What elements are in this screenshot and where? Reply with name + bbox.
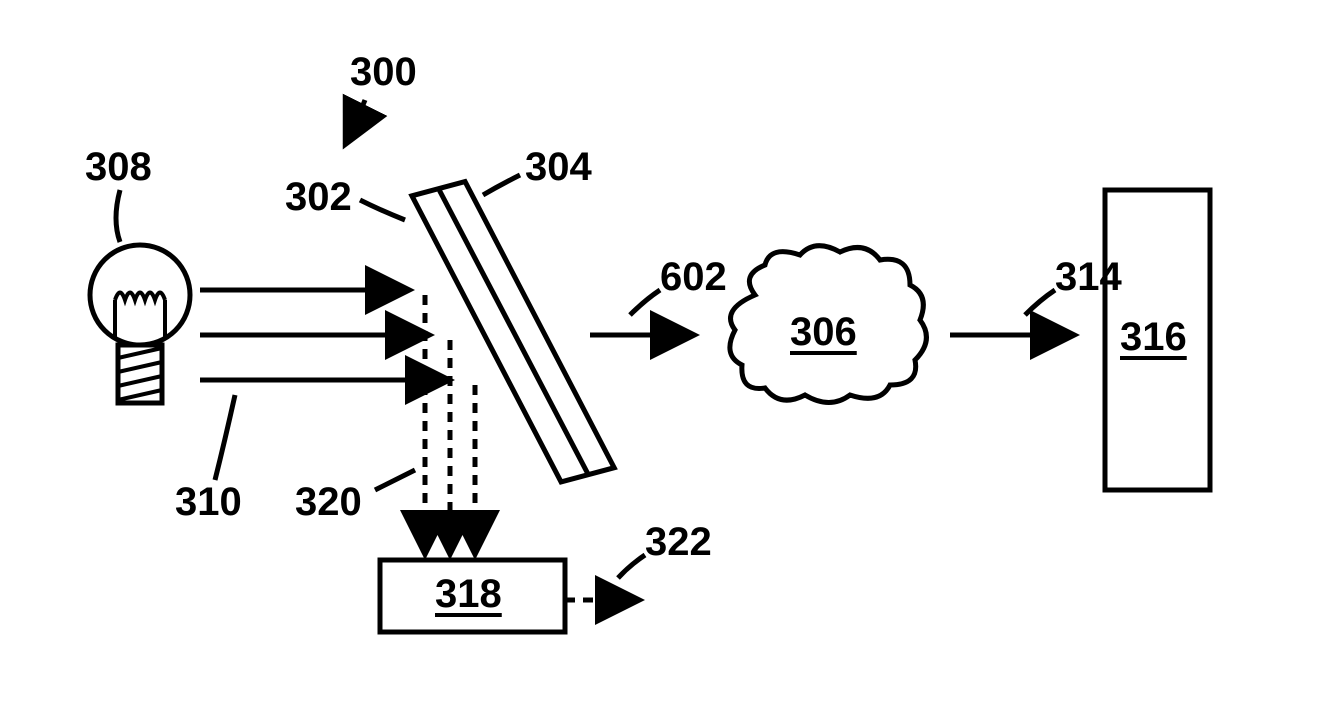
label-300: 300 <box>350 50 417 95</box>
label-306: 306 <box>790 310 857 355</box>
label-602: 602 <box>660 255 727 300</box>
label-318: 318 <box>435 572 502 617</box>
label-310: 310 <box>175 480 242 525</box>
label-302: 302 <box>285 175 352 220</box>
beamsplitter-element <box>412 163 614 500</box>
label-316: 316 <box>1120 315 1187 360</box>
label-308: 308 <box>85 145 152 190</box>
lightbulb-icon <box>90 245 190 403</box>
label-314: 314 <box>1055 255 1122 300</box>
label-320: 320 <box>295 480 362 525</box>
label-322: 322 <box>645 520 712 565</box>
label-304: 304 <box>525 145 592 190</box>
